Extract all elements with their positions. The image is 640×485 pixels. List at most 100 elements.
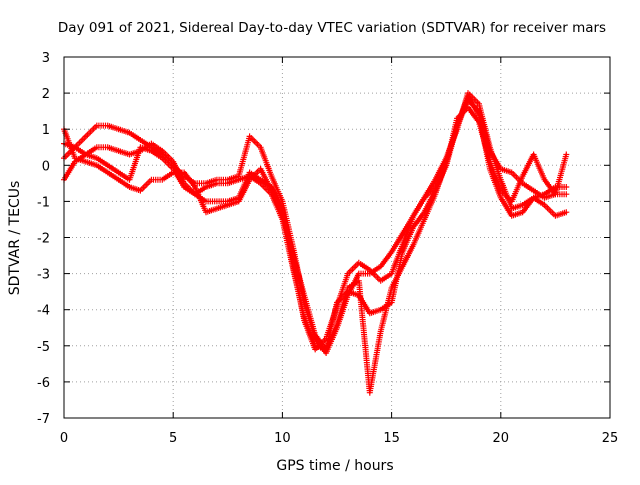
data-point xyxy=(150,178,153,181)
data-point xyxy=(106,171,109,174)
data-point xyxy=(248,175,251,177)
data-point xyxy=(325,352,327,354)
data-point xyxy=(237,200,240,203)
data-point xyxy=(248,135,251,138)
data-point xyxy=(270,175,273,177)
data-point xyxy=(172,160,174,163)
data-point xyxy=(139,189,142,192)
data-point xyxy=(456,124,458,127)
data-point xyxy=(368,312,371,315)
data-point xyxy=(161,150,164,152)
data-point xyxy=(183,186,185,188)
data-point xyxy=(500,196,502,199)
data-point xyxy=(205,200,207,203)
data-point xyxy=(565,153,568,156)
data-point xyxy=(128,178,131,181)
data-point xyxy=(248,178,251,181)
data-point xyxy=(227,204,229,206)
data-point xyxy=(543,204,546,206)
data-point xyxy=(390,251,393,253)
x-tick-label: 10 xyxy=(274,431,291,446)
data-point xyxy=(314,345,316,347)
data-point xyxy=(412,215,415,217)
data-point xyxy=(532,153,535,156)
data-point xyxy=(478,103,480,105)
data-point xyxy=(303,316,306,318)
data-point xyxy=(467,95,469,98)
data-point xyxy=(368,269,371,271)
data-point xyxy=(216,178,218,181)
y-tick-label: -7 xyxy=(37,412,50,427)
data-point xyxy=(95,146,98,149)
data-point xyxy=(106,124,109,127)
data-point xyxy=(434,178,437,181)
x-tick-label: 0 xyxy=(60,431,68,446)
data-point xyxy=(128,153,131,156)
data-point xyxy=(489,150,491,152)
data-point xyxy=(379,308,382,311)
data-point xyxy=(117,128,120,130)
y-tick-label: -2 xyxy=(37,232,50,247)
data-point xyxy=(358,280,360,282)
data-point xyxy=(150,142,153,145)
data-point xyxy=(500,178,502,181)
data-point xyxy=(510,200,513,203)
data-point xyxy=(565,211,568,214)
data-point xyxy=(172,168,174,170)
data-point xyxy=(117,171,120,174)
y-tick-label: -4 xyxy=(37,304,50,319)
x-tick-label: 15 xyxy=(383,431,400,446)
data-point xyxy=(74,146,76,149)
data-point xyxy=(216,200,218,203)
data-point xyxy=(314,334,316,336)
data-point xyxy=(423,196,426,199)
data-point xyxy=(554,215,557,217)
data-point xyxy=(150,150,153,152)
data-point xyxy=(106,146,109,149)
data-point xyxy=(521,211,524,214)
data-point xyxy=(500,168,502,170)
data-point xyxy=(259,182,262,185)
axis-ticks: 0 5 10 15 20 25 -7 -6 -5 -4 -3 -2 -1 0 1 2 3 xyxy=(37,51,618,446)
data-point xyxy=(543,193,546,195)
data-point xyxy=(270,193,273,195)
x-tick-label: 20 xyxy=(493,431,510,446)
x-tick-label: 25 xyxy=(602,431,619,446)
data-point xyxy=(227,200,229,203)
data-point xyxy=(183,171,185,174)
data-point xyxy=(510,207,513,210)
data-point xyxy=(401,233,404,235)
data-point xyxy=(85,135,87,138)
data-point xyxy=(205,186,207,188)
data-point xyxy=(292,269,295,271)
data-point xyxy=(74,160,76,163)
data-point xyxy=(379,330,382,333)
data-point xyxy=(368,391,371,394)
data-point xyxy=(521,204,524,206)
data-point xyxy=(139,139,142,141)
x-axis-title: GPS time / hours xyxy=(276,458,393,474)
data-point xyxy=(358,272,360,275)
data-point xyxy=(106,164,109,167)
data-point xyxy=(554,193,557,195)
data-point xyxy=(379,280,382,282)
data-point xyxy=(489,168,491,170)
data-point xyxy=(325,348,327,351)
y-tick-label: 3 xyxy=(42,51,50,66)
data-point xyxy=(521,182,524,185)
data-point xyxy=(205,182,207,185)
data-point xyxy=(237,175,240,177)
data-point xyxy=(510,215,513,217)
data-point xyxy=(478,110,480,112)
y-tick-label: -5 xyxy=(37,340,50,355)
data-point xyxy=(117,178,120,181)
data-point xyxy=(401,265,404,268)
data-point xyxy=(358,261,360,264)
data-point xyxy=(390,287,393,289)
data-point xyxy=(74,157,76,159)
y-tick-label: 1 xyxy=(42,123,50,138)
data-point xyxy=(237,178,240,181)
data-point xyxy=(390,301,393,304)
data-point xyxy=(543,196,546,199)
